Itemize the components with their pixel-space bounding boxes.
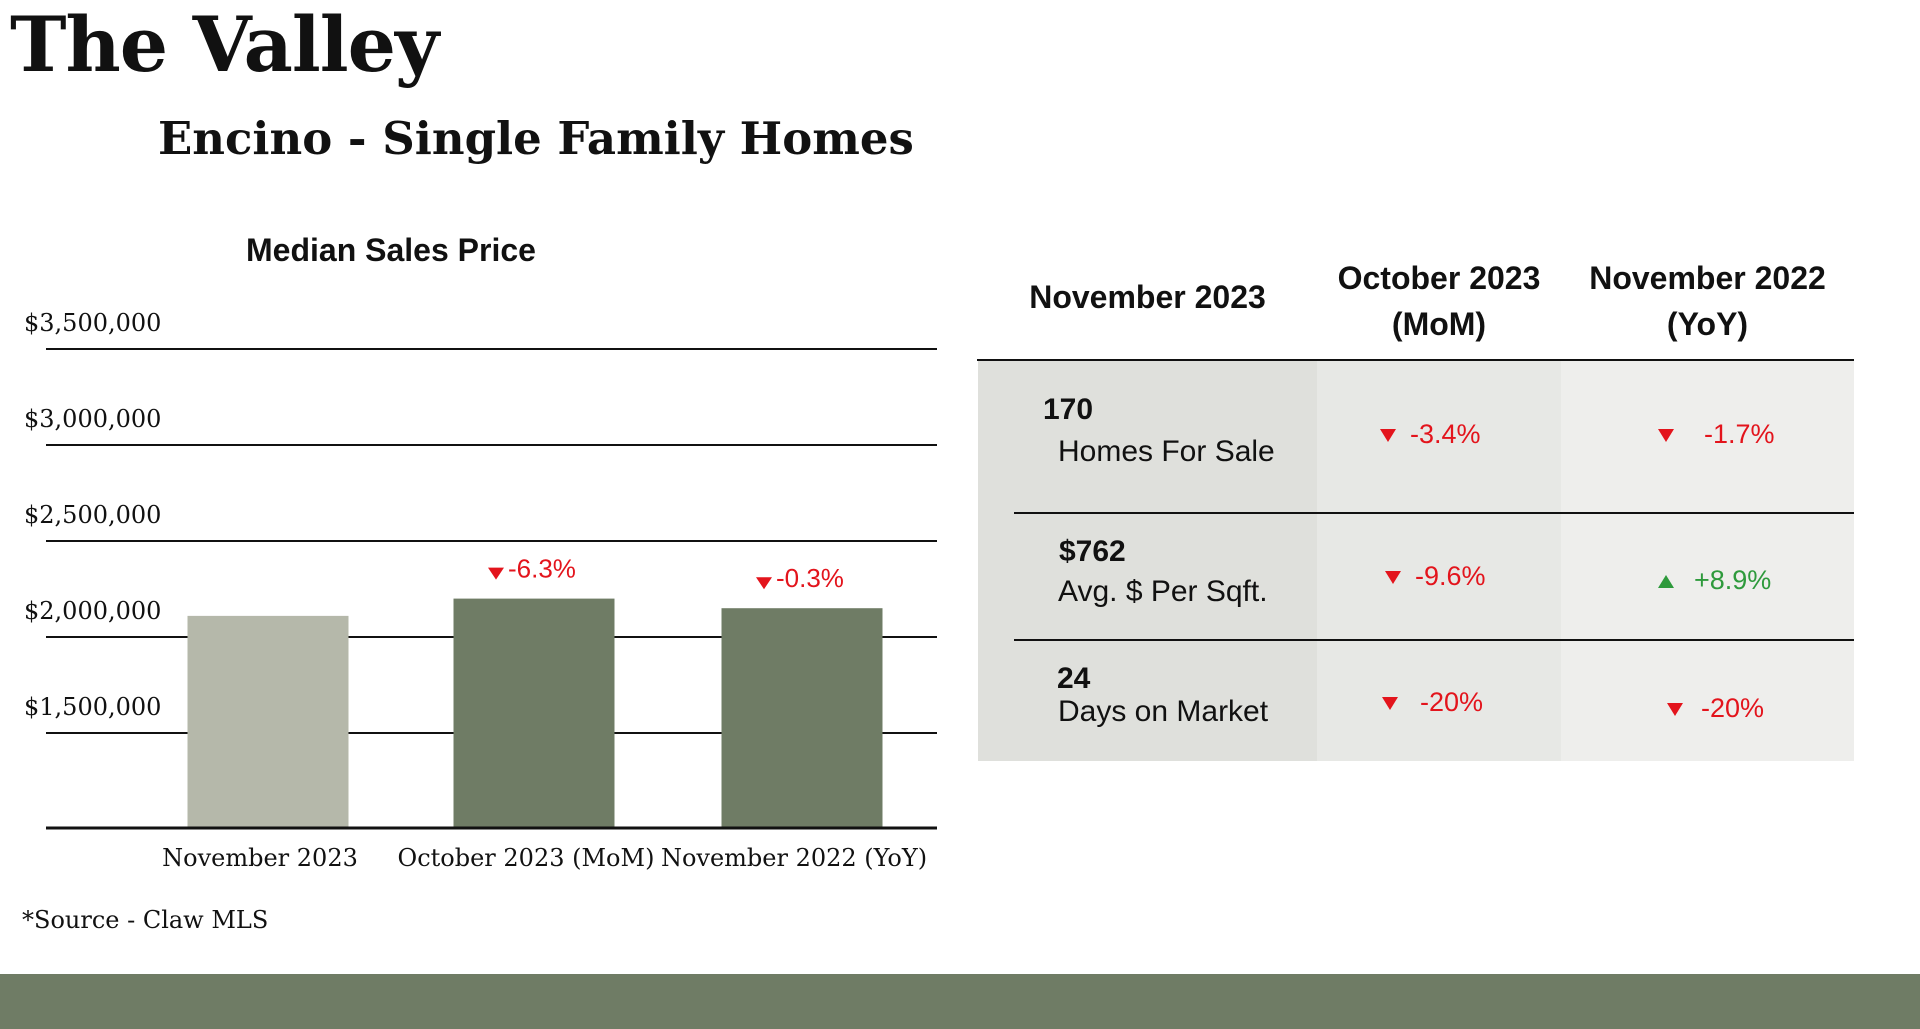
days-on-market-label: Days on Market [1058,695,1269,728]
bar-annotation: -0.3% [776,563,844,593]
bar-annotation: -6.3% [508,554,576,584]
down-arrow-icon [1380,429,1396,443]
page-subtitle: Encino - Single Family Homes [158,112,914,165]
table-column-current-bg [978,361,1317,761]
x-tick-label: November 2022 (YoY) [661,844,927,872]
y-tick-label: $3,500,000 [24,309,161,337]
price-per-sqft-value: $762 [1059,535,1126,568]
homes-for-sale-label: Homes For Sale [1058,435,1275,468]
change-value: +8.9% [1694,565,1772,595]
bar [453,598,615,828]
y-tick-label: $2,500,000 [24,501,161,529]
page-title: The Valley [10,0,439,89]
price-per-sqft-mom: -9.6% [1385,561,1486,592]
table-header-yoy: November 2022 (YoY) [1589,260,1826,342]
table-column-mom-bg [1317,361,1561,761]
down-arrow-icon [1382,697,1398,711]
down-arrow-icon [1658,429,1674,443]
homes-for-sale-mom: -3.4% [1380,419,1481,450]
days-on-market-yoy: -20% [1667,693,1764,724]
days-on-market-mom: -20% [1382,687,1483,718]
x-tick-label: November 2023 [162,844,358,872]
change-value: -9.6% [1415,561,1486,591]
y-tick-label: $1,500,000 [24,693,161,721]
x-tick-label: October 2023 (MoM) [398,844,655,872]
table-header-mom: October 2023 (MoM) [1337,260,1541,342]
bar [721,608,883,828]
y-tick-label: $2,000,000 [24,597,161,625]
table-row-rule [1014,512,1854,514]
homes-for-sale-yoy: -1.7% [1658,419,1775,450]
bar [187,615,349,828]
price-per-sqft-yoy: +8.9% [1658,565,1771,596]
table-column-yoy-bg [1561,361,1854,761]
homes-for-sale-value: 170 [1043,393,1094,426]
table-header-current: November 2023 [1029,279,1266,315]
footer-band [0,974,1920,1029]
median-sales-price-chart: $1,500,000 $2,000,000 $2,500,000 $3,000,000… [24,309,937,872]
change-value: -20% [1420,687,1484,717]
table-header-rule [977,359,1854,361]
chart-title: Median Sales Price [246,232,536,268]
table-row-rule [1014,639,1854,641]
up-arrow-icon [1658,575,1674,589]
y-tick-label: $3,000,000 [24,405,161,433]
down-arrow-icon [1385,571,1401,585]
down-arrow-icon [488,567,504,580]
down-arrow-icon [756,577,772,590]
change-value: -1.7% [1704,419,1775,449]
change-value: -20% [1701,693,1765,723]
days-on-market-value: 24 [1057,662,1091,695]
price-per-sqft-label: Avg. $ Per Sqft. [1058,575,1268,608]
change-value: -3.4% [1410,419,1481,449]
source-note: *Source - Claw MLS [22,906,269,934]
down-arrow-icon [1667,703,1683,717]
